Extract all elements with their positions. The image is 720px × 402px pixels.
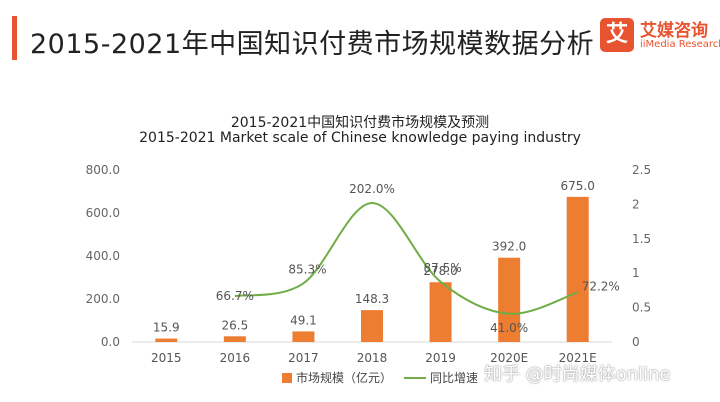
watermark: 知乎 @时尚媒体online	[484, 364, 671, 385]
page-title: 2015-2021年中国知识付费市场规模数据分析	[30, 29, 595, 60]
line-data-label: 85.3%	[288, 262, 326, 276]
bar-data-label: 148.3	[355, 292, 389, 306]
bar-market-scale	[292, 331, 315, 342]
bar-market-scale	[498, 257, 521, 342]
legend-label-line: 同比增速	[430, 371, 478, 385]
bar-market-scale	[223, 336, 246, 342]
y-right-tick-label: 2	[632, 197, 640, 211]
x-tick-label: 2017	[288, 351, 319, 365]
line-data-label: 202.0%	[349, 182, 395, 196]
line-growth-rate	[234, 202, 579, 315]
x-tick-label: 2015	[151, 351, 182, 365]
line-data-label: 72.2%	[582, 279, 620, 293]
y-right-tick-label: 0.5	[632, 301, 651, 315]
y-right-tick-label: 1.5	[632, 232, 651, 246]
y-left-tick-label: 600.0	[86, 206, 120, 220]
bar-data-label: 278.0	[423, 264, 457, 278]
y-left-tick-label: 400.0	[86, 249, 120, 263]
bar-market-scale	[361, 310, 383, 342]
x-tick-label: 2021E	[559, 351, 597, 365]
bar-market-scale	[155, 338, 178, 342]
y-left-tick-label: 0.0	[101, 335, 120, 349]
bar-data-label: 15.9	[153, 321, 180, 335]
bar-data-label: 49.1	[290, 313, 317, 327]
brand-logo: 艾 艾媒咨询 iiMedia Research	[600, 16, 720, 64]
legend-swatch-bar	[282, 373, 292, 383]
y-right-tick-label: 0	[632, 335, 640, 349]
bar-data-label: 392.0	[492, 240, 526, 254]
x-tick-label: 2016	[220, 351, 251, 365]
line-data-label: 41.0%	[490, 321, 528, 335]
y-left-tick-label: 800.0	[86, 163, 120, 177]
chart-subtitle: 2015-2021 Market scale of Chinese knowle…	[139, 130, 581, 146]
logo-name-en: iiMedia Research	[640, 39, 720, 50]
header-accent-bar	[12, 16, 17, 60]
line-data-label: 87.5%	[424, 261, 462, 275]
bar-market-scale	[566, 196, 589, 342]
x-tick-label: 2019	[425, 351, 456, 365]
bar-data-label: 26.5	[221, 318, 248, 332]
y-right-tick-label: 2.5	[632, 163, 651, 177]
y-left-tick-label: 200.0	[86, 292, 120, 306]
logo-name-cn: 艾媒咨询	[640, 21, 708, 41]
chart-title: 2015-2021中国知识付费市场规模及预测	[230, 115, 490, 131]
bar-market-scale	[429, 282, 452, 342]
line-data-label: 66.7%	[216, 289, 254, 303]
legend-label-bar: 市场规模（亿元）	[296, 370, 392, 385]
x-tick-label: 2020E	[490, 351, 528, 365]
bar-data-label: 675.0	[561, 179, 595, 193]
y-right-tick-label: 1	[632, 266, 640, 280]
logo-mark-icon: 艾	[600, 18, 634, 52]
x-tick-label: 2018	[357, 351, 388, 365]
